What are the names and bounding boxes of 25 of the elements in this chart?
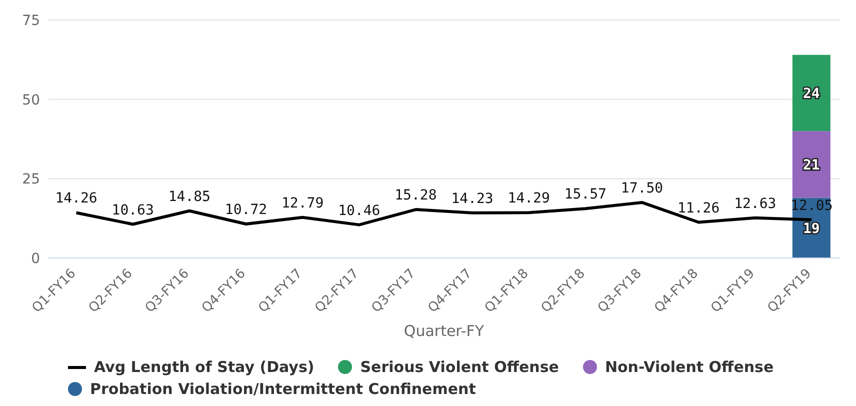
data-label: 19 [803, 220, 820, 237]
data-label: 10.72 [224, 202, 268, 218]
data-label: 21 [803, 157, 820, 174]
y-tick-label: 75 [22, 12, 40, 29]
data-label: 14.23 [451, 190, 494, 207]
data-label: 14.85 [168, 188, 211, 205]
x-axis-title: Quarter-FY [404, 322, 485, 340]
data-label: 12.79 [281, 195, 324, 212]
data-label: 24 [803, 86, 820, 102]
data-label: 14.29 [508, 190, 550, 207]
legend-label: Serious Violent Offense [359, 358, 559, 376]
data-label: 12.63 [734, 196, 776, 212]
data-label: 11.26 [677, 200, 720, 216]
legend-label: Probation Violation/Intermittent Confinement [89, 380, 476, 398]
legend-label: Avg Length of Stay (Days) [93, 358, 314, 376]
data-label: 15.28 [394, 188, 437, 204]
y-tick-label: 0 [31, 250, 40, 267]
data-label: 17.50 [620, 180, 664, 196]
data-label: 14.26 [55, 190, 98, 207]
y-tick-label: 25 [22, 172, 40, 188]
data-label: 10.63 [112, 202, 154, 218]
y-tick-label: 50 [22, 92, 40, 108]
data-label: 10.46 [338, 202, 380, 219]
legend-label: Non-Violent Offense [604, 358, 774, 376]
data-label: 15.57 [564, 186, 607, 203]
